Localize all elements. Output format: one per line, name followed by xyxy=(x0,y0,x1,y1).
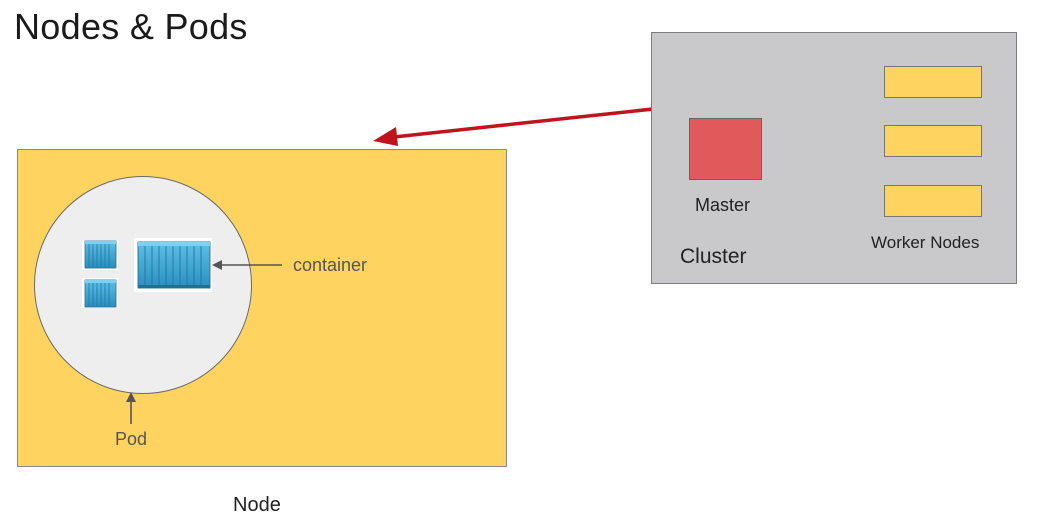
cluster-label: Cluster xyxy=(680,245,747,268)
worker-node-2 xyxy=(884,125,982,157)
pod-circle xyxy=(34,176,252,394)
worker-node-1 xyxy=(884,66,982,98)
pod-label: Pod xyxy=(115,429,148,449)
worker-node-3 xyxy=(884,185,982,217)
node-label: Node xyxy=(233,494,281,516)
worker-nodes-label: Worker Nodes xyxy=(871,233,980,252)
worker-to-node-arrowhead xyxy=(373,127,398,146)
container-label: container xyxy=(293,255,368,275)
master-node xyxy=(689,118,762,180)
slide-title: Nodes & Pods xyxy=(14,6,248,47)
master-label: Master xyxy=(695,195,751,215)
